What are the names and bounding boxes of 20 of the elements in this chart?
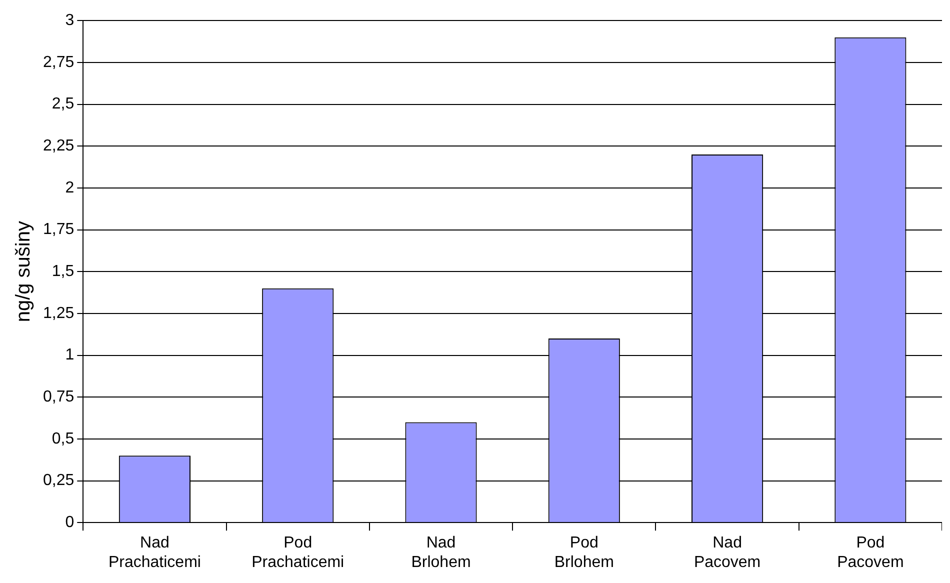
y-tick-label: 0,5 [52,430,74,448]
y-tick-label: 1,5 [52,263,74,280]
y-tick-label: 1,25 [43,304,74,322]
y-tick-label: 0 [65,514,74,532]
x-tick-label: Pod Pacovem [837,534,904,571]
y-tick-label: 3 [65,12,74,30]
y-tick-label: 1 [65,346,74,364]
y-tick-label: 2,25 [43,138,74,155]
x-tick-label: Pod Prachaticemi [252,534,344,571]
x-tick-label: Pod Brlohem [554,534,614,571]
y-tick-label: 0,25 [43,472,74,490]
y-axis-title: ng/g sušiny [12,221,35,322]
x-tick-label: Nad Prachaticemi [108,534,201,571]
y-tick-label: 0,75 [43,388,74,406]
y-tick-label: 2,5 [52,96,74,113]
y-tick-label: 2 [65,179,74,196]
x-tick-label: Nad Pacovem [694,534,761,571]
x-tick-label: Nad Brlohem [411,534,471,571]
y-tick-label: 2,75 [43,54,74,71]
y-tick-label: 1,75 [43,221,74,238]
